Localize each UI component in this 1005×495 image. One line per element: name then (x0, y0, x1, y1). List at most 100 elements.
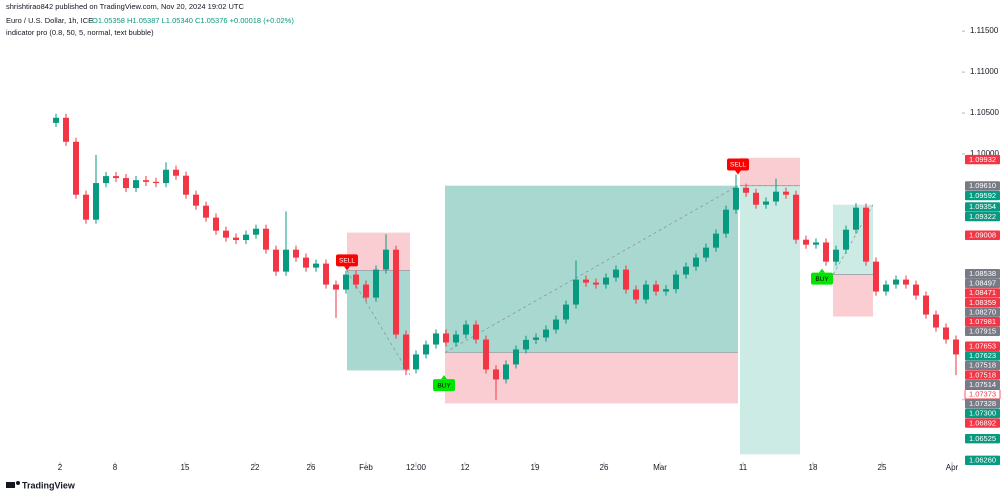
price-label: 1.07915 (969, 327, 996, 336)
signal-pointer (441, 375, 447, 380)
candle-body (843, 229, 849, 250)
price-label-box (965, 154, 1000, 165)
price-label-box (965, 230, 1000, 240)
price-label-box (965, 399, 1000, 409)
candle-body (583, 279, 589, 283)
x-tick-label: 25 (878, 463, 887, 472)
candle-body (173, 169, 179, 176)
candle-body (123, 178, 129, 189)
candle-body (863, 207, 869, 262)
price-label-box (965, 433, 1000, 444)
stop-zone (740, 157, 800, 186)
symbol: Euro / U.S. Dollar, 1h, ICE (6, 16, 93, 25)
candle-body (373, 269, 379, 298)
x-tick-label: 26 (600, 463, 609, 472)
candle-body (113, 176, 119, 179)
price-label-box (965, 181, 1000, 191)
candle-body (463, 324, 469, 335)
price-label-box (965, 202, 1000, 212)
candle-body (823, 242, 829, 262)
candle-body (803, 239, 809, 245)
candle-body (503, 364, 509, 380)
candle-body (443, 333, 449, 343)
x-tick-label: 26 (307, 463, 316, 472)
price-label: 1.09610 (969, 181, 996, 190)
price-label: 1.09354 (969, 202, 996, 211)
candle-body (643, 284, 649, 300)
trade-path (346, 270, 411, 376)
candle-body (833, 249, 839, 262)
stop-zone (833, 274, 873, 317)
candle-body (893, 279, 899, 285)
candle-body (773, 191, 779, 202)
x-tick-label: 12 (461, 463, 470, 472)
price-label-box (965, 418, 1000, 428)
signal-pointer (819, 268, 825, 273)
y-tick-label: 1.11000 (970, 67, 999, 76)
candle-body (713, 233, 719, 248)
price-label-box (965, 307, 1000, 317)
price-label: 1.08538 (969, 269, 996, 278)
candle-body (303, 257, 309, 268)
candle-body (263, 228, 269, 250)
candle-body (513, 349, 519, 365)
candle-body (323, 263, 329, 285)
candle-body (343, 274, 349, 290)
candle-body (923, 295, 929, 315)
candle-body (143, 180, 149, 182)
price-label-box (965, 317, 1000, 327)
candle-body (153, 181, 159, 184)
candle-body (783, 191, 789, 195)
candle-body (613, 269, 619, 278)
price-label-box (965, 408, 1000, 419)
price-label: 1.09322 (969, 212, 996, 221)
candle-body (873, 261, 879, 292)
price-label: 1.07514 (969, 380, 996, 389)
candle-body (63, 117, 69, 142)
y-tick-label: 1.10500 (970, 108, 999, 117)
price-label: 1.09932 (969, 155, 996, 164)
price-label-box (965, 379, 1000, 390)
candle-body (693, 257, 699, 267)
candle-body (793, 194, 799, 240)
candle-body (523, 339, 529, 350)
candle-body (293, 249, 299, 258)
candle-body (603, 277, 609, 285)
price-label-box (965, 269, 1000, 279)
candle-body (403, 334, 409, 370)
x-tick-label: 12:00 (406, 463, 427, 472)
signal-bubble (727, 158, 749, 171)
indicator: indicator pro (0.8, 50, 5, normal, text … (6, 28, 154, 37)
candle-body (853, 207, 859, 230)
candle-body (163, 169, 169, 184)
price-label: 1.08359 (969, 298, 996, 307)
candle-body (553, 319, 559, 330)
x-tick-label: Apr (946, 463, 959, 472)
price-label: 1.07518 (969, 370, 996, 379)
candle-body (953, 339, 959, 355)
price-label-box (965, 351, 1000, 361)
candle-body (213, 217, 219, 231)
candle-body (73, 141, 79, 195)
publisher-line: shrishtirao842 published on TradingView.… (6, 2, 245, 11)
candle-body (183, 175, 189, 195)
brand-logo (6, 481, 20, 488)
price-label: 1.07623 (969, 351, 996, 360)
candle-body (663, 289, 669, 292)
candle-body (233, 237, 239, 241)
x-tick-label: Mar (653, 463, 667, 472)
candle-body (243, 234, 249, 241)
candle-body (433, 333, 439, 345)
candle-body (753, 192, 759, 205)
candle-body (763, 201, 769, 205)
candle-body (413, 354, 419, 370)
candle-body (493, 369, 499, 380)
x-tick-label: 2 (58, 463, 63, 472)
candle-body (943, 327, 949, 340)
y-tick-label: 1.11500 (970, 26, 999, 35)
price-label: 1.09592 (969, 191, 996, 200)
signal-label: SELL (730, 162, 746, 169)
brand: TradingView (22, 480, 76, 490)
price-label: 1.09008 (969, 231, 996, 240)
